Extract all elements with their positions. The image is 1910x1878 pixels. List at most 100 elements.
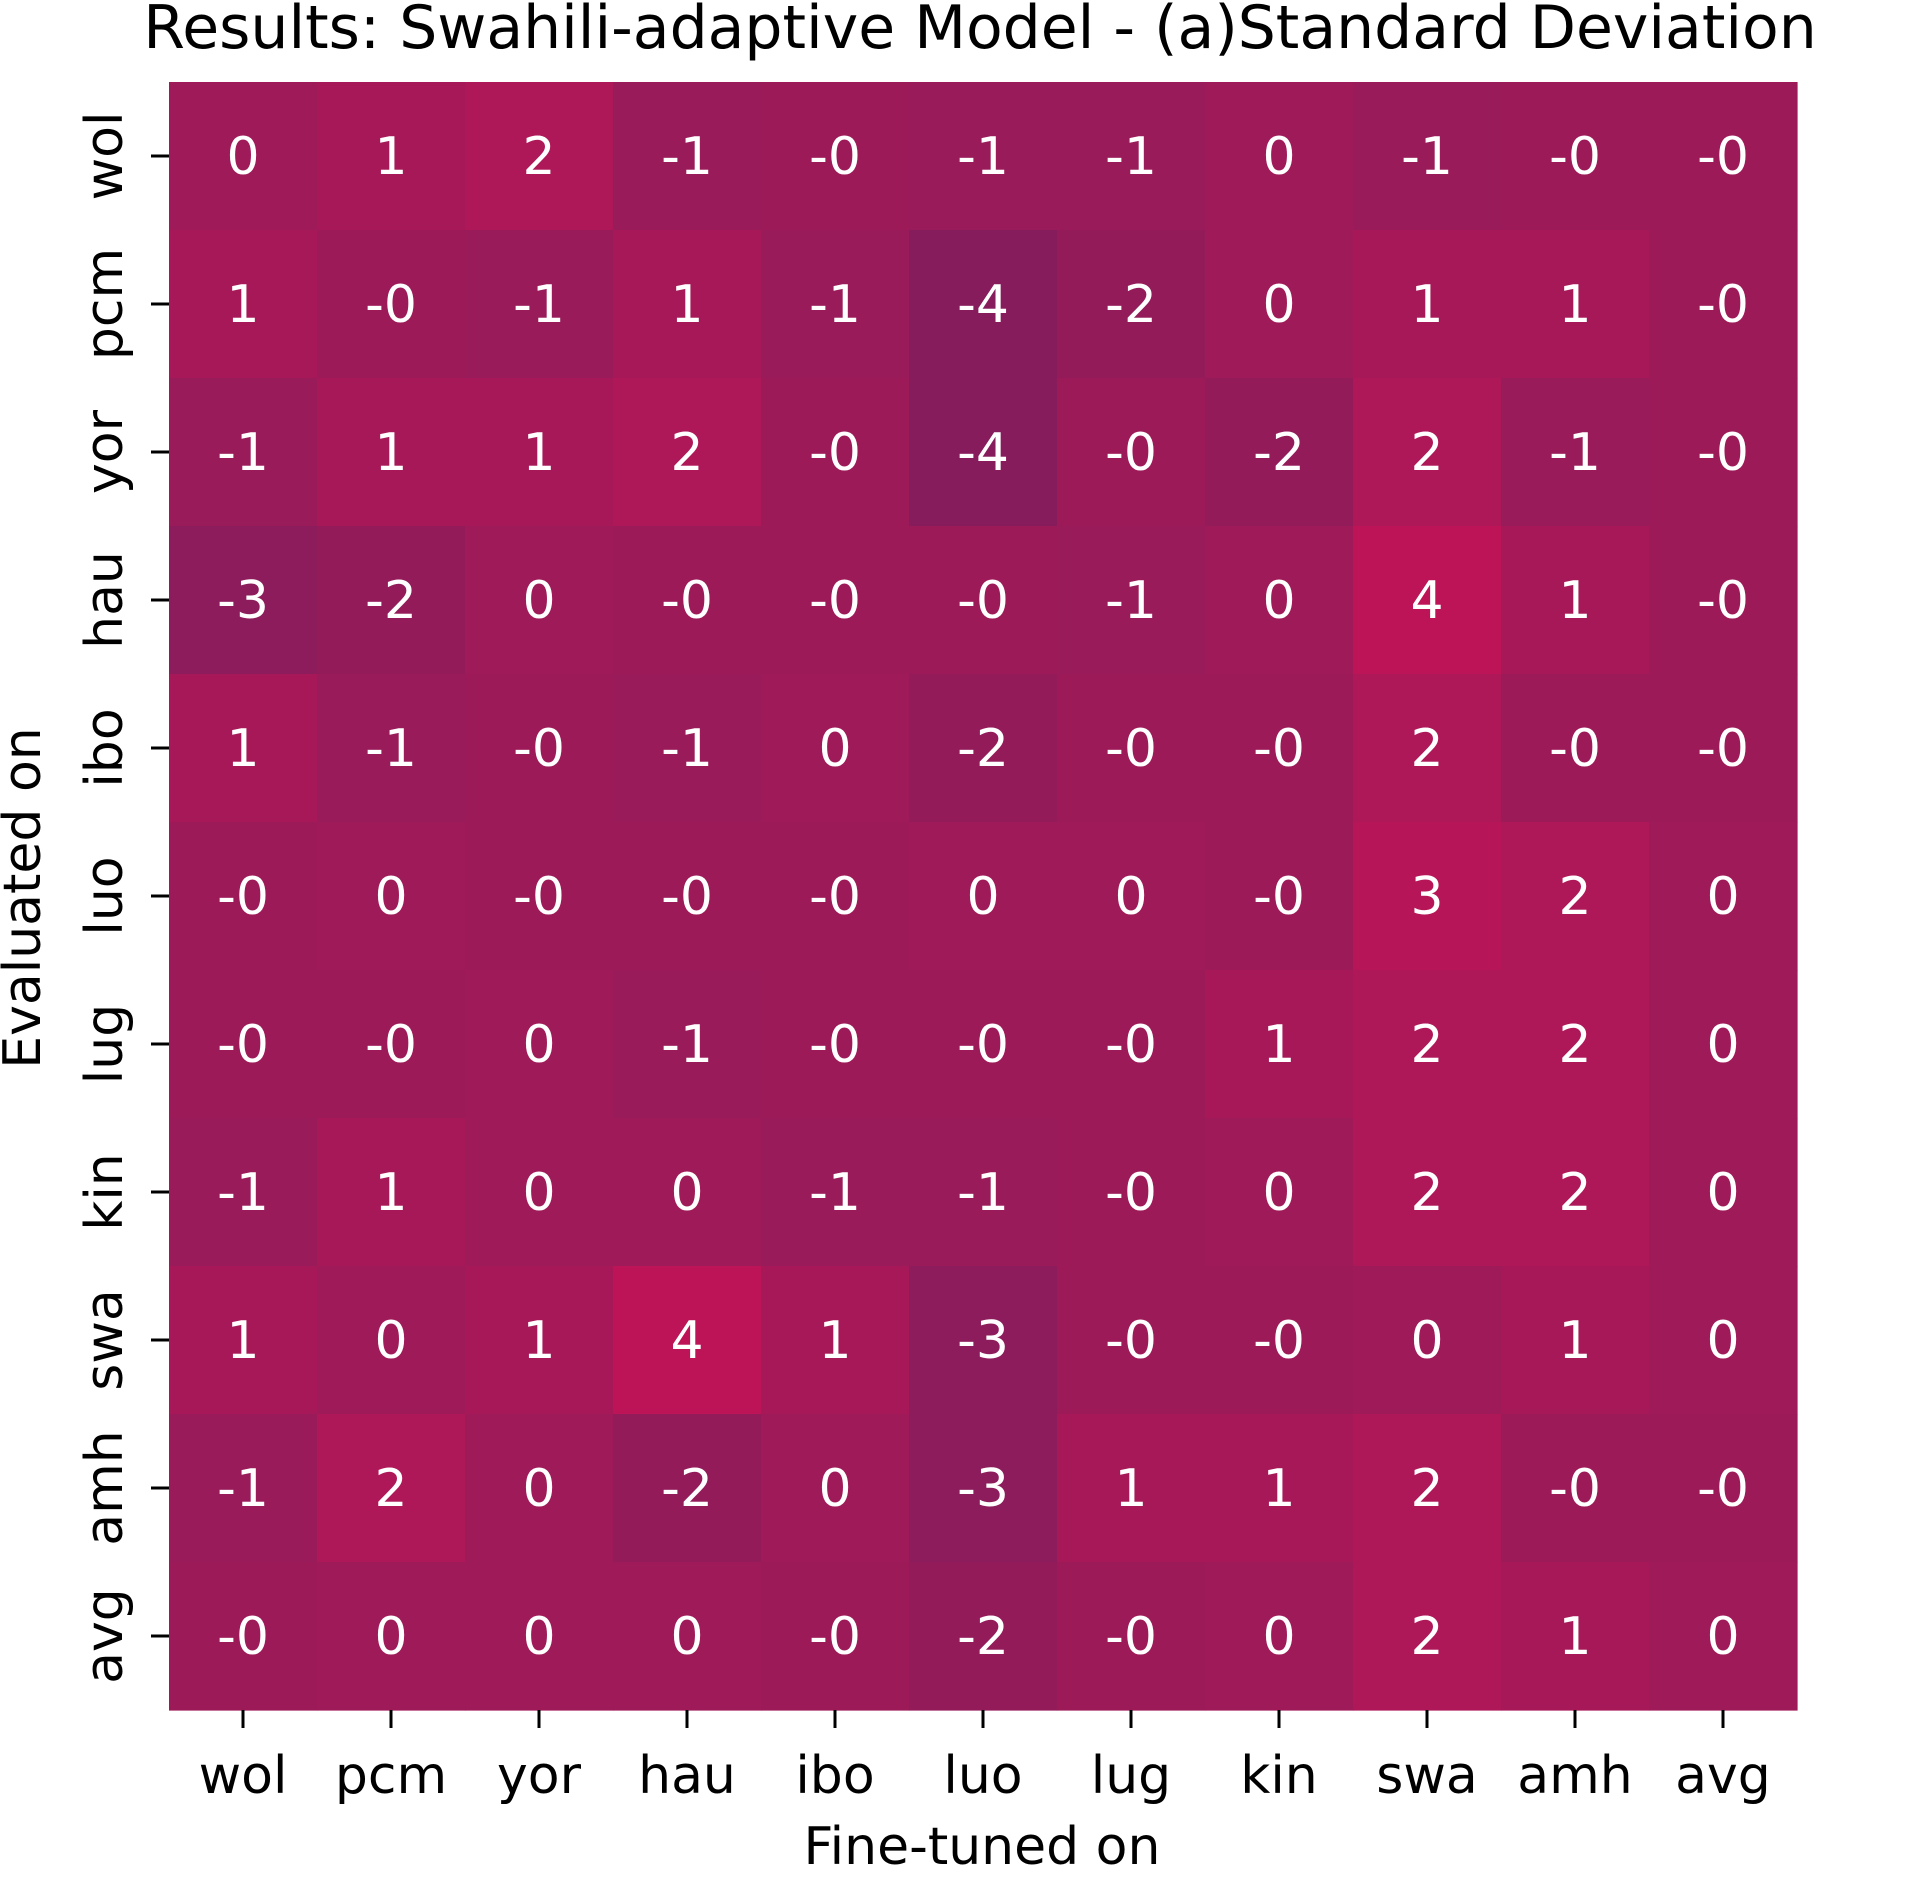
heatmap-cell-luo-yor <box>465 822 614 971</box>
cell-label-yor-hau: 2 <box>670 423 703 483</box>
cell-label-hau-ibo: -0 <box>809 571 861 631</box>
cell-label-swa-yor: 1 <box>522 1311 555 1371</box>
heatmap-cell-lug-swa <box>1353 970 1502 1119</box>
heatmap-cell-luo-kin <box>1205 822 1354 971</box>
cell-label-amh-hau: -2 <box>661 1459 713 1519</box>
cell-label-lug-hau: -1 <box>661 1015 713 1075</box>
cell-label-lug-lug: -0 <box>1105 1015 1157 1075</box>
cell-label-pcm-ibo: -1 <box>809 275 861 335</box>
cell-label-amh-ibo: 0 <box>818 1459 851 1519</box>
heatmap-cell-swa-lug <box>1057 1266 1206 1415</box>
heatmap-cell-avg-swa <box>1353 1562 1502 1711</box>
cell-label-pcm-amh: 1 <box>1558 275 1591 335</box>
cell-label-pcm-avg: -0 <box>1697 275 1749 335</box>
heatmap-cell-luo-lug <box>1057 822 1206 971</box>
heatmap-cell-yor-swa <box>1353 378 1502 527</box>
heatmap-cell-amh-amh <box>1501 1414 1650 1563</box>
cell-label-avg-avg: 0 <box>1706 1607 1739 1667</box>
heatmap-cell-hau-swa <box>1353 526 1502 675</box>
heatmap-cell-kin-ibo <box>761 1118 910 1267</box>
heatmap-cell-hau-luo <box>909 526 1058 675</box>
heatmap-cell-amh-swa <box>1353 1414 1502 1563</box>
heatmap-cell-kin-kin <box>1205 1118 1354 1267</box>
heatmap-cell-ibo-ibo <box>761 674 910 823</box>
heatmap-cell-yor-lug <box>1057 378 1206 527</box>
cell-label-avg-yor: 0 <box>522 1607 555 1667</box>
heatmap-cell-swa-wol <box>169 1266 318 1415</box>
heatmap-cell-hau-amh <box>1501 526 1650 675</box>
cell-label-avg-wol: -0 <box>217 1607 269 1667</box>
cell-label-ibo-luo: -2 <box>957 719 1009 779</box>
cell-label-ibo-amh: -0 <box>1549 719 1601 779</box>
heatmap-cell-avg-avg <box>1649 1562 1798 1711</box>
heatmap-cell-kin-pcm <box>317 1118 466 1267</box>
cell-label-yor-swa: 2 <box>1410 423 1443 483</box>
cell-label-swa-amh: 1 <box>1558 1311 1591 1371</box>
cell-label-ibo-kin: -0 <box>1253 719 1305 779</box>
cell-label-avg-kin: 0 <box>1262 1607 1295 1667</box>
heatmap-cell-swa-avg <box>1649 1266 1798 1415</box>
heatmap-cell-lug-luo <box>909 970 1058 1119</box>
heatmap-cell-yor-hau <box>613 378 762 527</box>
heatmap-cell-lug-pcm <box>317 970 466 1119</box>
cell-label-avg-lug: -0 <box>1105 1607 1157 1667</box>
heatmap-cell-ibo-yor <box>465 674 614 823</box>
cell-label-kin-luo: -1 <box>957 1163 1009 1223</box>
x-tick-label-ibo: ibo <box>795 1746 874 1806</box>
cell-label-yor-lug: -0 <box>1105 423 1157 483</box>
cell-label-luo-yor: -0 <box>513 867 565 927</box>
y-tick-label-swa: swa <box>75 1289 135 1391</box>
x-tick-label-amh: amh <box>1517 1746 1632 1806</box>
x-tick-label-pcm: pcm <box>335 1746 447 1806</box>
heatmap-cell-amh-pcm <box>317 1414 466 1563</box>
cell-label-luo-swa: 3 <box>1410 867 1443 927</box>
heatmap-cell-pcm-swa <box>1353 230 1502 379</box>
heatmap-cell-wol-luo <box>909 82 1058 231</box>
cell-label-swa-pcm: 0 <box>374 1311 407 1371</box>
cell-label-swa-ibo: 1 <box>818 1311 851 1371</box>
cell-label-lug-yor: 0 <box>522 1015 555 1075</box>
cell-label-swa-luo: -3 <box>957 1311 1009 1371</box>
cell-label-ibo-hau: -1 <box>661 719 713 779</box>
heatmap-cell-avg-pcm <box>317 1562 466 1711</box>
cell-label-hau-yor: 0 <box>522 571 555 631</box>
cell-label-swa-avg: 0 <box>1706 1311 1739 1371</box>
cell-label-kin-ibo: -1 <box>809 1163 861 1223</box>
heatmap-cell-lug-yor <box>465 970 614 1119</box>
cell-label-kin-lug: -0 <box>1105 1163 1157 1223</box>
cell-label-kin-pcm: 1 <box>374 1163 407 1223</box>
x-tick-label-kin: kin <box>1240 1746 1318 1806</box>
heatmap-cell-amh-wol <box>169 1414 318 1563</box>
x-axis-label: Fine-tuned on <box>804 1817 1161 1877</box>
heatmap-cell-swa-amh <box>1501 1266 1650 1415</box>
heatmap-cells <box>169 82 1798 1711</box>
cell-label-kin-wol: -1 <box>217 1163 269 1223</box>
y-axis-label: Evaluated on <box>0 727 53 1068</box>
heatmap-cell-yor-avg <box>1649 378 1798 527</box>
heatmap-cell-luo-luo <box>909 822 1058 971</box>
x-tick-label-swa: swa <box>1376 1746 1478 1806</box>
heatmap-cell-hau-kin <box>1205 526 1354 675</box>
heatmap-cell-luo-amh <box>1501 822 1650 971</box>
cell-label-lug-swa: 2 <box>1410 1015 1443 1075</box>
cell-label-amh-wol: -1 <box>217 1459 269 1519</box>
heatmap-cell-wol-ibo <box>761 82 910 231</box>
heatmap-cell-avg-kin <box>1205 1562 1354 1711</box>
heatmap-cell-yor-amh <box>1501 378 1650 527</box>
heatmap-cell-pcm-lug <box>1057 230 1206 379</box>
cell-label-ibo-swa: 2 <box>1410 719 1443 779</box>
cell-label-swa-hau: 4 <box>670 1311 703 1371</box>
cell-label-luo-avg: 0 <box>1706 867 1739 927</box>
heatmap-cell-kin-swa <box>1353 1118 1502 1267</box>
heatmap-cell-hau-ibo <box>761 526 910 675</box>
cell-label-hau-avg: -0 <box>1697 571 1749 631</box>
cell-label-hau-kin: 0 <box>1262 571 1295 631</box>
cell-label-kin-amh: 2 <box>1558 1163 1591 1223</box>
cell-label-wol-pcm: 1 <box>374 127 407 187</box>
heatmap-cell-kin-lug <box>1057 1118 1206 1267</box>
heatmap-cell-pcm-yor <box>465 230 614 379</box>
heatmap-cell-lug-avg <box>1649 970 1798 1119</box>
cell-label-luo-kin: -0 <box>1253 867 1305 927</box>
cell-label-ibo-avg: -0 <box>1697 719 1749 779</box>
heatmap-cell-ibo-avg <box>1649 674 1798 823</box>
